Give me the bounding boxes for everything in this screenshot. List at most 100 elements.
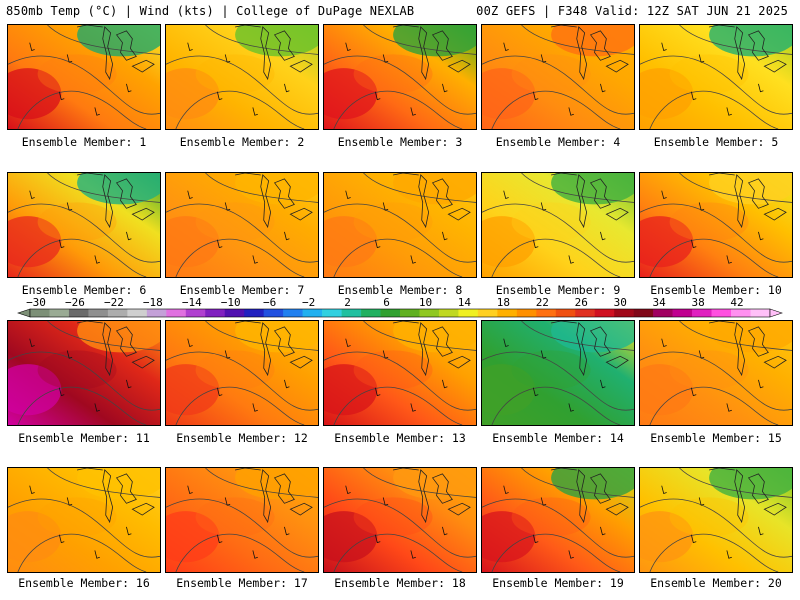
wind-barb — [540, 350, 547, 359]
wind-barb — [758, 83, 764, 93]
lake-superior-outline — [235, 321, 261, 324]
cool-region — [551, 321, 634, 353]
lake-huron-outline — [747, 30, 769, 61]
lake-superior-outline — [551, 173, 577, 176]
height-contour — [205, 25, 318, 55]
height-contour — [491, 90, 621, 129]
height-contour — [17, 533, 147, 572]
height-contour — [491, 238, 621, 277]
wind-barb — [58, 239, 65, 249]
wind-barb — [29, 485, 35, 495]
cool-region — [77, 173, 160, 205]
cool-region — [235, 321, 318, 353]
wind-barb — [374, 534, 381, 544]
lake-erie-outline — [131, 355, 155, 369]
wind-barb — [758, 526, 764, 536]
wind-barb — [216, 534, 223, 544]
wind-barb — [410, 550, 416, 559]
colorbar-swatch — [497, 309, 518, 317]
height-contour — [640, 351, 792, 411]
wind-barb — [758, 231, 764, 241]
colorbar-tick-label: 2 — [344, 296, 351, 309]
chart-title: 850mb Temp (°C) | Wind (kts) | College o… — [6, 4, 415, 18]
height-contour — [175, 533, 305, 572]
lake-michigan-outline — [260, 322, 272, 377]
height-contour — [47, 468, 160, 498]
lake-erie-outline — [447, 355, 471, 369]
height-contour — [363, 468, 476, 498]
colorbar-tick-label: 42 — [730, 296, 743, 309]
lake-michigan-outline — [102, 26, 114, 81]
height-contour — [8, 498, 160, 558]
mid-region — [37, 350, 117, 390]
lake-superior-outline — [551, 25, 577, 28]
height-contour — [482, 55, 634, 115]
lake-erie-outline — [289, 502, 313, 516]
wind-barb — [442, 83, 448, 93]
warm-core — [324, 68, 378, 120]
mid-region — [353, 497, 433, 537]
wind-barb — [726, 107, 732, 116]
wind-barb — [758, 379, 764, 389]
cool-region — [235, 173, 318, 205]
ensemble-panel — [323, 24, 477, 130]
height-contour — [649, 386, 779, 425]
height-contour — [324, 203, 476, 263]
wind-barb — [29, 190, 35, 200]
height-contour — [521, 25, 634, 55]
colorbar-swatch — [88, 309, 109, 317]
wind-barb — [690, 387, 697, 397]
height-contour — [205, 321, 318, 351]
height-contour — [679, 321, 792, 351]
warm-core — [640, 68, 694, 120]
wind-barb — [252, 403, 258, 412]
ensemble-panel — [7, 24, 161, 130]
wind-barb — [726, 403, 732, 412]
colorbar-tick-label: 10 — [419, 296, 432, 309]
ensemble-panel — [165, 172, 319, 278]
lake-superior-outline — [709, 468, 735, 471]
warm-core — [8, 364, 62, 416]
wind-barb — [252, 107, 258, 116]
lake-huron-outline — [589, 473, 611, 504]
ensemble-member-label: Ensemble Member: 11 — [18, 431, 150, 445]
warm-core — [640, 364, 694, 416]
height-contour — [363, 25, 476, 55]
lake-erie-outline — [447, 502, 471, 516]
lake-erie-outline — [131, 207, 155, 221]
lake-michigan-outline — [734, 26, 746, 81]
lake-superior-outline — [77, 25, 103, 28]
colorbar-swatch — [653, 309, 673, 317]
mid-region — [353, 350, 433, 390]
wind-barb — [698, 202, 705, 211]
colorbar-swatch — [283, 309, 303, 317]
cool-region — [551, 25, 634, 57]
mid-region — [37, 54, 117, 94]
warm-core — [166, 216, 220, 268]
ensemble-member-label: Ensemble Member: 6 — [21, 283, 147, 297]
wind-barb — [374, 239, 381, 249]
lake-michigan-outline — [576, 469, 588, 524]
height-contour — [649, 90, 779, 129]
wind-barb — [224, 350, 231, 359]
warm-core — [324, 216, 378, 268]
height-contour — [47, 25, 160, 55]
lake-erie-outline — [763, 59, 787, 73]
height-contour — [47, 321, 160, 351]
height-contour — [491, 533, 621, 572]
lake-huron-outline — [273, 473, 295, 504]
mid-region — [37, 497, 117, 537]
ensemble-panel — [481, 467, 635, 573]
wind-barb — [540, 202, 547, 211]
ensemble-panel — [323, 320, 477, 426]
ensemble-member-label: Ensemble Member: 13 — [334, 431, 466, 445]
cool-region — [709, 468, 792, 500]
lake-michigan-outline — [576, 322, 588, 377]
mid-region — [669, 54, 749, 94]
colorbar-swatch — [361, 309, 381, 317]
colorbar-tick-label: −30 — [26, 296, 46, 309]
ensemble-panel — [481, 320, 635, 426]
lake-superior-outline — [77, 321, 103, 324]
lake-erie-outline — [605, 355, 629, 369]
mid-region — [353, 202, 433, 242]
